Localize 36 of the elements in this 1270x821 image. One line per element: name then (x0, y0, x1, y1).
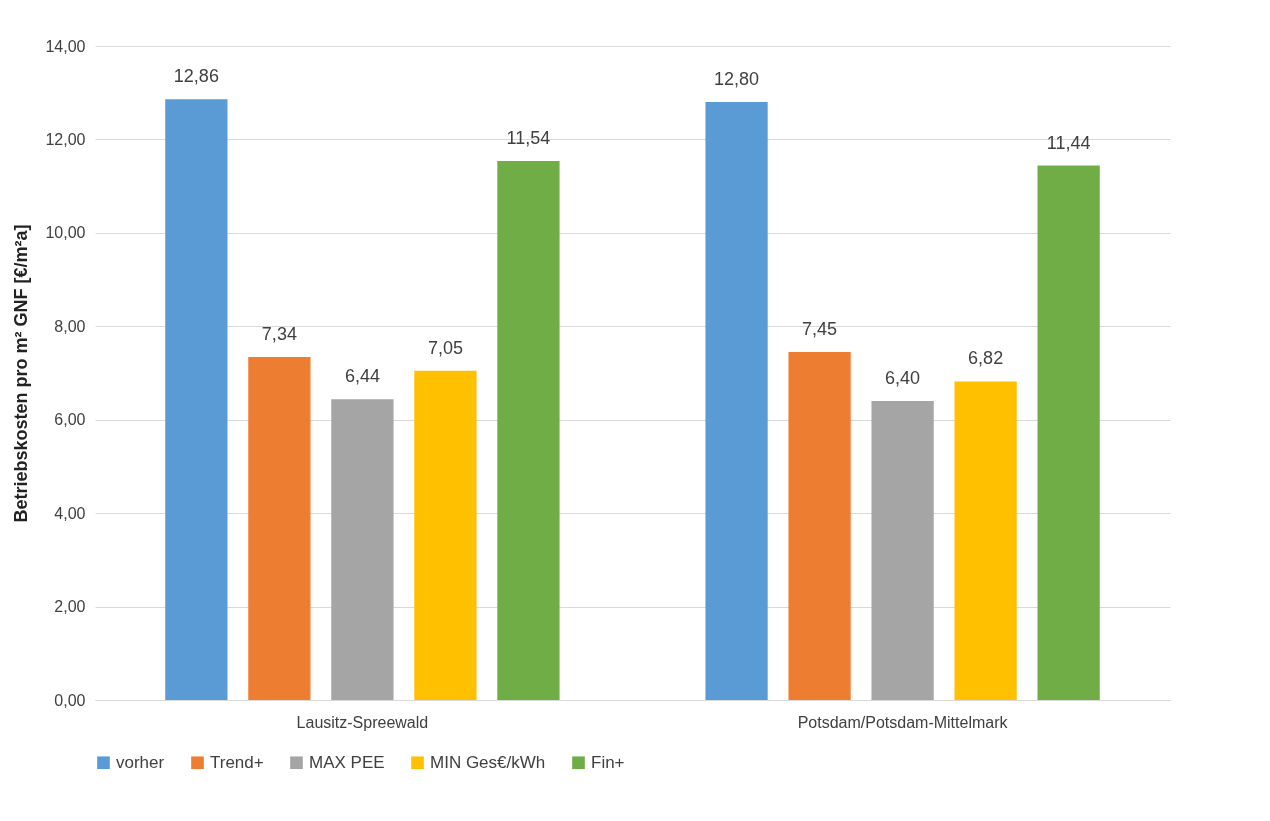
legend-label: Fin+ (591, 752, 625, 772)
bar (788, 351, 851, 700)
y-tick-label: 6,00 (54, 411, 86, 429)
bar (705, 102, 768, 700)
bar (331, 399, 394, 700)
data-label: 11,54 (506, 127, 551, 148)
data-label: 12,86 (173, 66, 219, 87)
y-tick-label: 8,00 (54, 317, 86, 335)
legend-label: vorher (116, 752, 165, 772)
y-tick-label: 10,00 (45, 224, 86, 242)
y-tick-label: 2,00 (54, 598, 86, 616)
y-tick-label: 0,00 (54, 691, 86, 709)
bar (414, 370, 477, 700)
data-label: 11,44 (1046, 132, 1091, 153)
bar (1037, 165, 1100, 700)
data-label: 6,82 (968, 348, 1004, 369)
bar (165, 99, 228, 700)
bar (871, 401, 934, 700)
data-label: 6,44 (344, 366, 380, 387)
y-axis-title: Betriebskosten pro m² GNF [€/m²a] (11, 224, 32, 523)
x-tick-label: Lausitz-Spreewald (296, 713, 429, 731)
bar (954, 381, 1017, 700)
legend-label: MAX PEE (309, 752, 385, 772)
legend-label: MIN Ges€/kWh (430, 752, 546, 772)
data-label: 12,80 (714, 69, 760, 90)
legend-label: Trend+ (210, 752, 264, 772)
data-label: 7,34 (261, 324, 297, 345)
x-tick-label: Potsdam/Potsdam-Mittelmark (797, 713, 1009, 731)
y-tick-label: 12,00 (45, 130, 86, 148)
bar (497, 160, 560, 700)
data-label: 7,05 (427, 337, 463, 358)
data-label: 6,40 (885, 368, 921, 389)
y-tick-label: 14,00 (45, 37, 86, 55)
bar (248, 357, 311, 700)
y-tick-label: 4,00 (54, 504, 86, 522)
data-label: 7,45 (802, 318, 838, 339)
